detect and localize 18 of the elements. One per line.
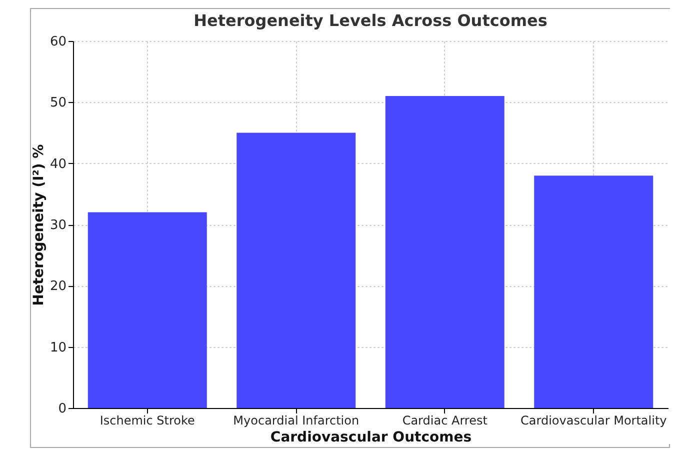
y-tick-label: 30 <box>50 218 66 233</box>
y-tick-label: 20 <box>50 279 66 294</box>
bar <box>385 96 504 408</box>
x-tick-label: Myocardial Infarction <box>233 414 360 428</box>
y-tick-label: 50 <box>50 96 66 111</box>
y-tick-label: 0 <box>58 402 66 416</box>
x-tick-label: Cardiovascular Mortality <box>520 414 667 428</box>
bar <box>534 176 654 408</box>
x-tick-label: Ischemic Stroke <box>100 414 195 428</box>
chart-title: Heterogeneity Levels Across Outcomes <box>194 11 548 30</box>
y-tick-label: 10 <box>50 340 66 356</box>
y-axis-title: Heterogeneity (I²) % <box>30 144 47 306</box>
y-tick-label: 40 <box>50 156 66 172</box>
bar <box>88 212 207 408</box>
x-tick-label: Cardiac Arrest <box>402 414 488 428</box>
x-axis-title: Cardiovascular Outcomes <box>270 430 472 446</box>
bar <box>236 132 356 408</box>
y-tick-label: 60 <box>50 34 66 50</box>
